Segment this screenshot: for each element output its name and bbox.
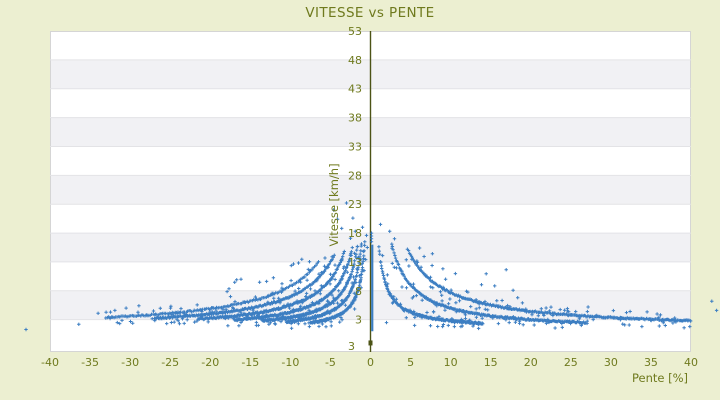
y-tick-label: 3 <box>355 314 362 327</box>
y-tick-label: 33 <box>348 140 362 153</box>
y-tick-label: 53 <box>348 25 362 38</box>
x-tick-label: 25 <box>564 356 578 369</box>
x-tick-label: 15 <box>484 356 498 369</box>
zero-axis-line <box>368 31 373 352</box>
x-tick-label: -5 <box>325 356 336 369</box>
y-tick-label: 18 <box>348 227 362 240</box>
y-tick-label: 13 <box>348 256 362 269</box>
tick-labels: 53 48 43 38 33 28 23 18 13 8 33 -40 -35 -30 -25 -20 -15 -… <box>41 25 698 369</box>
x-tick-label: -20 <box>201 356 219 369</box>
y-axis-label: Vitesse [km/h] <box>327 163 341 246</box>
x-tick-label: 0 <box>367 356 374 369</box>
y-tick-label: 28 <box>348 169 362 182</box>
zero-axis-tick <box>368 340 373 346</box>
x-tick-label: -40 <box>41 356 59 369</box>
x-tick-label: 10 <box>444 356 458 369</box>
y-axis-bottom-label: 3 <box>348 340 355 353</box>
x-tick-label: 5 <box>407 356 414 369</box>
data-points <box>24 201 719 332</box>
y-tick-label: 23 <box>348 198 362 211</box>
x-tick-label: -25 <box>161 356 179 369</box>
x-tick-label: -35 <box>81 356 99 369</box>
y-tick-label: 43 <box>348 83 362 96</box>
x-tick-label: -10 <box>281 356 299 369</box>
x-tick-label: 35 <box>644 356 658 369</box>
x-tick-label: -30 <box>121 356 139 369</box>
scatter-points <box>24 201 719 332</box>
x-tick-label: 20 <box>524 356 538 369</box>
chart-title: VITESSE vs PENTE <box>305 5 434 21</box>
y-tick-label: 8 <box>355 285 362 298</box>
x-tick-label: 30 <box>604 356 618 369</box>
y-tick-label: 48 <box>348 54 362 67</box>
x-axis-label: Pente [%] <box>632 371 688 385</box>
y-tick-label: 38 <box>348 112 362 125</box>
x-tick-label: 40 <box>684 356 698 369</box>
x-tick-label: -15 <box>241 356 259 369</box>
